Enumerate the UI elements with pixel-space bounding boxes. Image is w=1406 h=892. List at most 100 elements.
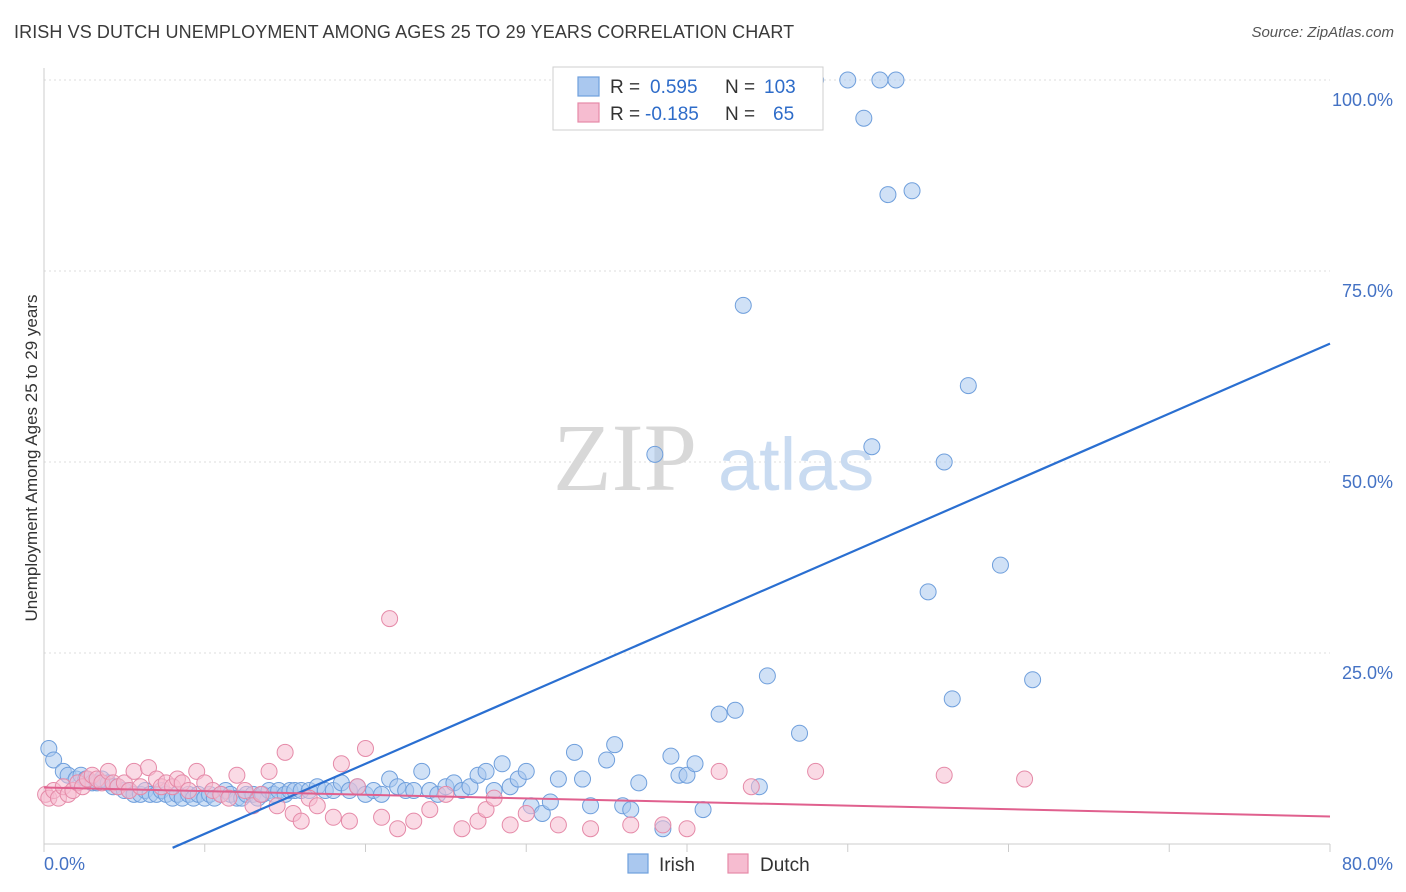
irish-n-label: N = bbox=[725, 77, 755, 98]
dutch-point bbox=[710, 762, 728, 780]
x-tick-label: 80.0% bbox=[1342, 854, 1393, 874]
dutch-point bbox=[389, 820, 407, 838]
dutch-point bbox=[220, 789, 238, 807]
x-tick-labels: 0.0% 80.0% bbox=[44, 854, 1393, 874]
dutch-point bbox=[357, 740, 374, 757]
irish-trend-line bbox=[172, 342, 1331, 849]
irish-point bbox=[839, 71, 857, 89]
dutch-point bbox=[678, 820, 696, 838]
dutch-point bbox=[131, 778, 149, 796]
irish-point bbox=[871, 71, 889, 89]
irish-point bbox=[565, 743, 583, 761]
dutch-n-value: 65 bbox=[773, 104, 794, 125]
dutch-point bbox=[292, 812, 310, 830]
irish-point bbox=[413, 762, 431, 780]
irish-point bbox=[903, 182, 921, 200]
irish-point bbox=[879, 186, 897, 204]
dutch-point bbox=[276, 743, 294, 761]
dutch-r-label: R = bbox=[610, 104, 640, 125]
dutch-point bbox=[807, 762, 825, 780]
y-tick-label: 100.0% bbox=[1332, 90, 1393, 110]
dutch-point bbox=[501, 816, 519, 834]
irish-r-label: R = bbox=[610, 77, 640, 98]
y-tick-label: 25.0% bbox=[1342, 663, 1393, 683]
irish-point bbox=[493, 755, 511, 773]
irish-point bbox=[758, 667, 776, 685]
irish-point bbox=[791, 724, 809, 742]
dutch-bottom-swatch bbox=[727, 853, 749, 874]
irish-point bbox=[686, 755, 704, 773]
watermark-zip: ZIP bbox=[553, 404, 697, 511]
irish-point bbox=[598, 751, 616, 769]
dutch-point bbox=[236, 782, 254, 800]
trend-lines bbox=[43, 342, 1331, 849]
dutch-point bbox=[742, 778, 760, 796]
irish-point bbox=[1024, 671, 1042, 689]
irish-point bbox=[549, 770, 567, 788]
dutch-point bbox=[348, 778, 366, 796]
y-tick-label: 50.0% bbox=[1342, 472, 1393, 492]
irish-point bbox=[646, 445, 664, 463]
x-tick-label: 0.0% bbox=[44, 854, 85, 874]
dutch-point bbox=[453, 820, 471, 838]
irish-legend-label: Irish bbox=[659, 855, 695, 876]
irish-point bbox=[935, 453, 953, 471]
dutch-point bbox=[125, 762, 143, 780]
dutch-legend-swatch bbox=[577, 102, 600, 123]
chart-title: IRISH VS DUTCH UNEMPLOYMENT AMONG AGES 2… bbox=[14, 22, 795, 42]
dutch-n-label: N = bbox=[725, 104, 755, 125]
irish-point bbox=[477, 762, 495, 780]
irish-point bbox=[574, 770, 592, 788]
irish-point bbox=[943, 690, 961, 708]
stats-legend: R = 0.595 N = 103 R = -0.185 N = 65 bbox=[552, 66, 824, 131]
irish-point bbox=[630, 774, 648, 792]
irish-points bbox=[40, 71, 1042, 838]
irish-point bbox=[710, 705, 728, 723]
source-label: Source: ZipAtlas.com bbox=[1251, 24, 1394, 41]
irish-point bbox=[919, 583, 937, 601]
dutch-point bbox=[421, 801, 439, 819]
irish-point bbox=[863, 438, 881, 456]
irish-point bbox=[517, 762, 535, 780]
irish-bottom-swatch bbox=[627, 853, 649, 874]
irish-point bbox=[662, 747, 680, 765]
dutch-point bbox=[381, 610, 399, 628]
dutch-point bbox=[340, 812, 358, 830]
irish-point bbox=[582, 797, 600, 815]
series-legend: Irish Dutch bbox=[627, 853, 810, 876]
dutch-point bbox=[373, 808, 391, 826]
dutch-point bbox=[549, 816, 567, 834]
irish-r-value: 0.595 bbox=[650, 77, 698, 98]
dutch-legend-label: Dutch bbox=[760, 855, 810, 876]
dutch-point bbox=[260, 762, 278, 780]
watermark-atlas: atlas bbox=[718, 423, 874, 506]
irish-point bbox=[887, 71, 905, 89]
irish-point bbox=[959, 377, 977, 395]
irish-point bbox=[622, 801, 640, 819]
grid-lines bbox=[43, 68, 1331, 852]
dutch-point bbox=[252, 785, 270, 803]
irish-point bbox=[606, 736, 624, 754]
dutch-trend-line bbox=[43, 786, 1331, 818]
y-tick-labels: 25.0% 50.0% 75.0% 100.0% bbox=[1332, 90, 1393, 683]
dutch-point bbox=[517, 804, 535, 822]
dutch-point bbox=[582, 820, 600, 838]
dutch-point bbox=[228, 766, 246, 784]
dutch-point bbox=[437, 785, 455, 803]
irish-point bbox=[991, 556, 1009, 574]
y-tick-label: 75.0% bbox=[1342, 281, 1393, 301]
dutch-point bbox=[622, 816, 640, 834]
irish-point bbox=[734, 296, 752, 314]
dutch-point bbox=[332, 755, 350, 773]
irish-point bbox=[726, 701, 744, 719]
dutch-point bbox=[935, 766, 953, 784]
irish-point bbox=[45, 751, 63, 769]
irish-n-value: 103 bbox=[764, 77, 796, 98]
dutch-points bbox=[37, 610, 1034, 838]
dutch-point bbox=[405, 812, 423, 830]
dutch-point bbox=[1016, 770, 1034, 788]
dutch-point bbox=[654, 816, 672, 834]
y-axis-title: Unemployment Among Ages 25 to 29 years bbox=[22, 295, 41, 622]
irish-legend-swatch bbox=[577, 76, 600, 97]
